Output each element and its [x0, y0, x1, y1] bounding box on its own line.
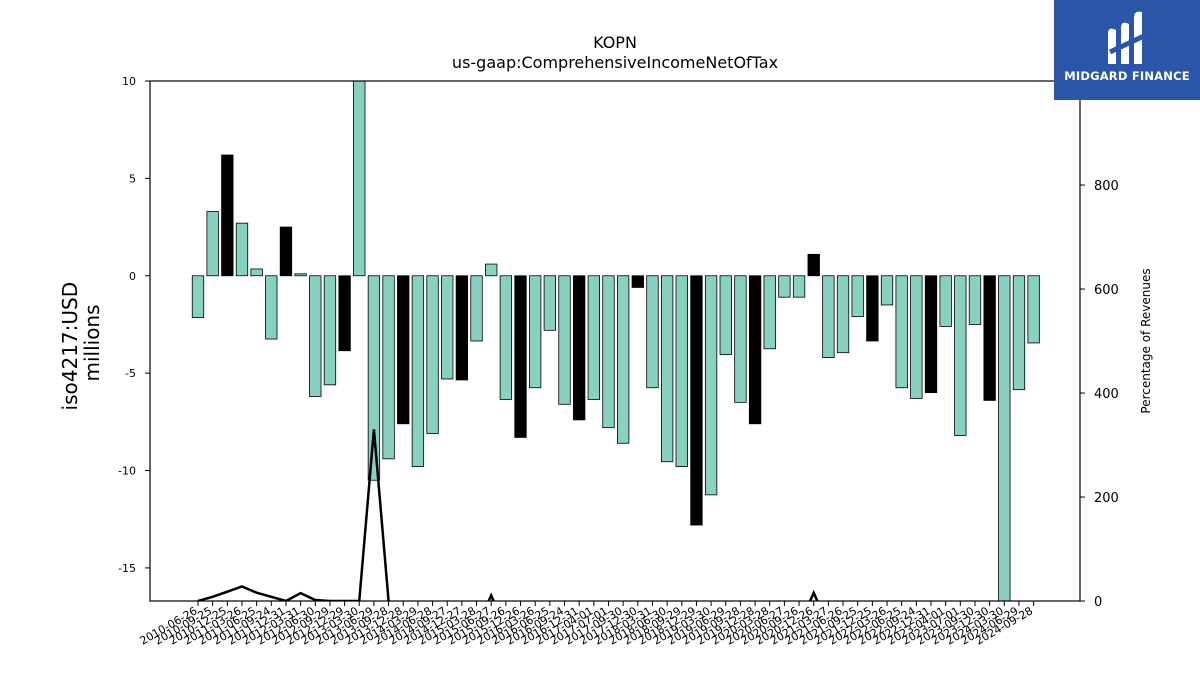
bar	[719, 275, 732, 356]
bar	[646, 275, 659, 389]
plot-frame	[149, 80, 1081, 602]
bar	[426, 275, 439, 434]
bar	[558, 275, 571, 405]
bar	[279, 226, 293, 277]
bar	[529, 275, 542, 389]
bar	[338, 275, 351, 352]
bar	[910, 275, 923, 399]
bar	[411, 275, 425, 468]
bar	[939, 275, 952, 327]
y-tick-label: -15	[118, 562, 136, 575]
bar	[1027, 275, 1040, 344]
y-axis-label: iso4217:USD millions	[58, 276, 104, 411]
bar	[235, 222, 249, 277]
bar	[998, 275, 1011, 601]
y-tick-label: 5	[129, 172, 136, 185]
bar	[573, 275, 586, 421]
bar	[866, 275, 879, 342]
y-tick-label: -10	[118, 465, 136, 478]
bar	[602, 275, 615, 429]
bar	[397, 275, 410, 425]
bar	[499, 275, 513, 400]
bar	[631, 275, 644, 288]
bar	[763, 275, 776, 350]
logo-icon	[1108, 11, 1146, 65]
y-tick-label: 10	[122, 75, 136, 88]
right-tick-label: 800	[1094, 179, 1119, 194]
bar	[294, 273, 307, 277]
y-tick-label: 0	[129, 270, 136, 283]
bar	[748, 275, 762, 425]
bar	[1012, 275, 1026, 391]
bar	[954, 275, 967, 436]
bar	[792, 275, 806, 298]
bar	[470, 275, 483, 342]
bar	[353, 81, 366, 277]
bar	[704, 275, 718, 496]
bar	[968, 275, 982, 325]
bar	[309, 275, 322, 397]
bar	[851, 275, 864, 318]
bar	[836, 275, 850, 354]
bar	[690, 275, 703, 526]
bar	[660, 275, 674, 463]
line-series	[197, 429, 819, 601]
bar	[778, 275, 791, 298]
bar	[250, 268, 263, 277]
y-tick-label: -5	[125, 367, 136, 380]
bar	[587, 275, 600, 400]
bar	[895, 275, 908, 389]
bar	[367, 275, 381, 481]
bar	[514, 275, 527, 438]
bar	[675, 275, 688, 468]
bar	[734, 275, 747, 403]
bar	[807, 253, 820, 277]
brand-logo: MIDGARD FINANCE	[1054, 0, 1200, 100]
line-marker	[487, 592, 496, 601]
bar	[983, 275, 996, 401]
bar	[822, 275, 835, 358]
bar-series	[191, 81, 1040, 601]
bar	[441, 275, 454, 380]
logo-text: MIDGARD FINANCE	[1064, 69, 1190, 83]
line-path	[197, 429, 390, 601]
chart-subtitle: us-gaap:ComprehensiveIncomeNetOfTax	[452, 53, 778, 72]
plot-area: -15-10-5051002004006008002010-06-262010-…	[118, 75, 1119, 648]
bar	[221, 154, 234, 277]
bar	[206, 211, 219, 277]
bar	[616, 275, 630, 444]
bar	[455, 275, 469, 381]
bar	[485, 263, 498, 277]
line-marker	[808, 589, 819, 601]
bar	[265, 275, 278, 340]
chart-title: KOPN	[593, 33, 637, 52]
bar	[924, 275, 938, 394]
right-axis-label: Percentage of Revenues	[1139, 268, 1153, 413]
right-tick-label: 600	[1094, 283, 1119, 298]
bar	[880, 275, 894, 306]
bar	[191, 275, 205, 319]
bar	[323, 275, 337, 386]
bar	[543, 275, 556, 331]
bar	[382, 275, 395, 460]
right-tick-label: 0	[1094, 595, 1102, 610]
right-tick-label: 400	[1094, 387, 1119, 402]
right-tick-label: 200	[1094, 491, 1119, 506]
